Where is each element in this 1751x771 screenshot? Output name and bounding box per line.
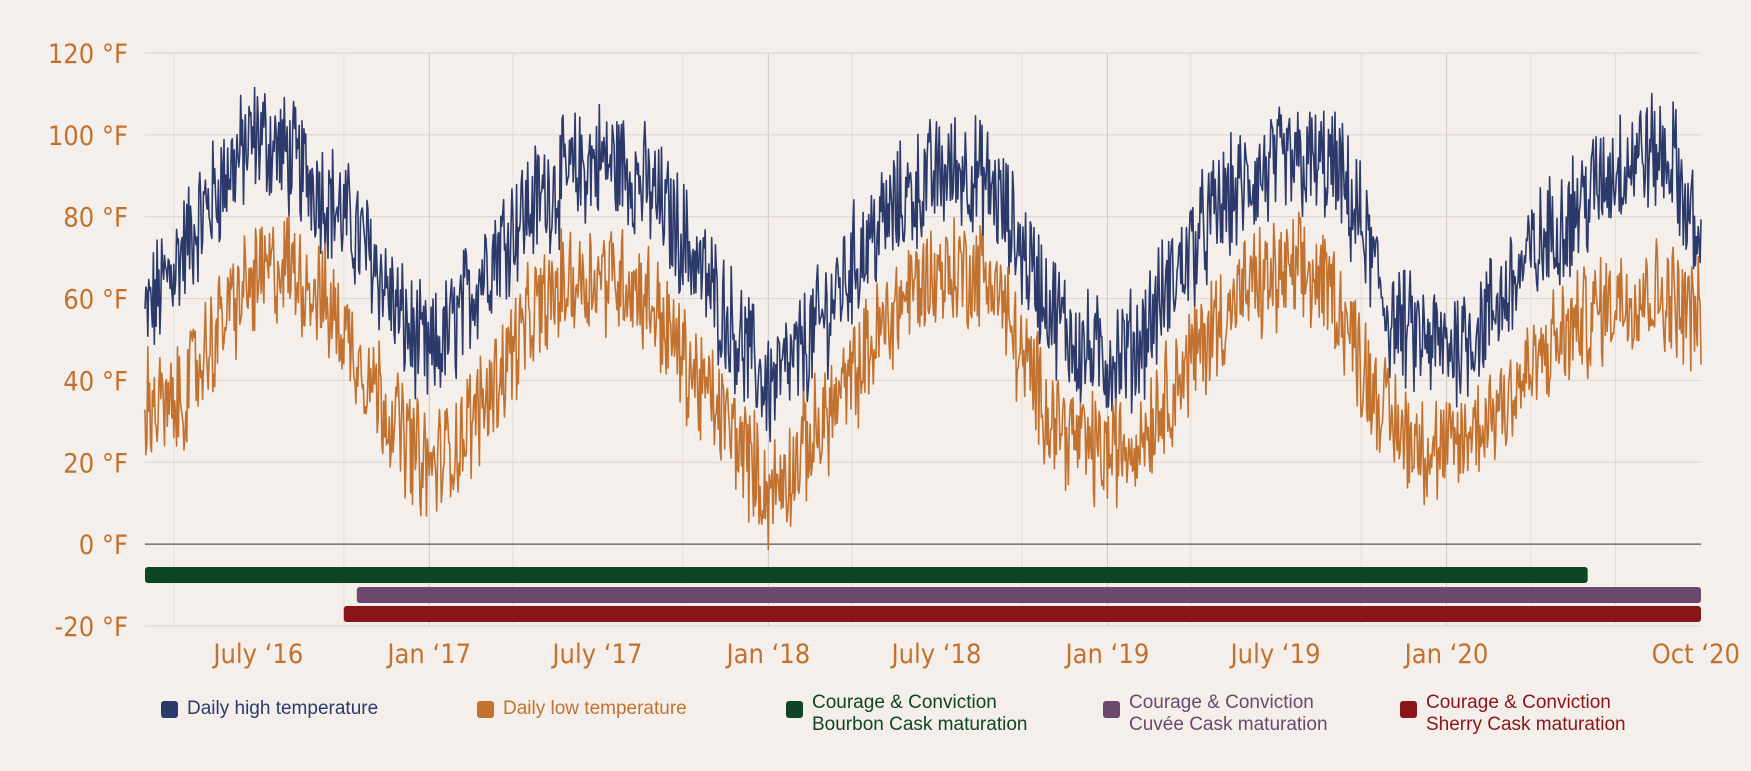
- legend-label-low: Daily low temperature: [503, 698, 687, 719]
- legend-item-low: Daily low temperature: [477, 690, 687, 720]
- legend-swatch-bourbon: [786, 701, 803, 718]
- x-axis: July ‘16 Jan ‘17 July ‘17 Jan ‘18 July ‘18 Ja…: [211, 639, 1740, 670]
- legend-swatch-low: [477, 701, 494, 718]
- legend-item-bourbon: Courage & Conviction Bourbon Cask matura…: [786, 690, 1027, 736]
- bar-bourbon: [145, 567, 1588, 583]
- x-tick-label: Oct ‘20: [1652, 639, 1740, 670]
- y-tick-label: 100 °F: [48, 121, 128, 152]
- legend-label-high: Daily high temperature: [187, 698, 379, 719]
- y-tick-label: 0 °F: [79, 530, 128, 561]
- y-tick-label: 40 °F: [63, 366, 128, 397]
- maturation-bars: [145, 567, 1702, 622]
- y-tick-label: 20 °F: [63, 448, 128, 479]
- y-axis: 120 °F 100 °F 80 °F 60 °F 40 °F 20 °F 0 °F -20 …: [48, 39, 128, 643]
- legend-label-sherry-1: Courage & Conviction: [1426, 692, 1611, 713]
- series-line-low: [144, 211, 1702, 551]
- bar-sherry: [343, 606, 1702, 622]
- legend-label-bourbon-1: Courage & Conviction: [812, 692, 997, 713]
- x-tick-label: Jan ‘17: [385, 639, 471, 670]
- x-tick-label: July ‘18: [889, 639, 981, 670]
- y-tick-label: 80 °F: [63, 203, 128, 234]
- legend-item-high: Daily high temperature: [161, 690, 378, 720]
- x-tick-label: July ‘16: [211, 639, 303, 670]
- legend-label-sherry-2: Sherry Cask maturation: [1426, 714, 1626, 735]
- legend-label-cuvee-2: Cuvée Cask maturation: [1129, 714, 1328, 735]
- x-tick-label: July ‘17: [550, 639, 642, 670]
- legend-label-bourbon-2: Bourbon Cask maturation: [812, 714, 1028, 735]
- temperature-chart: 120 °F 100 °F 80 °F 60 °F 40 °F 20 °F 0 °F -20 …: [48, 39, 1740, 670]
- x-tick-label: Jan ‘18: [724, 639, 810, 670]
- legend-item-sherry: Courage & Conviction Sherry Cask maturat…: [1400, 690, 1626, 736]
- bar-cuvee: [356, 587, 1702, 603]
- y-tick-label: 60 °F: [63, 285, 128, 316]
- x-tick-label: July ‘19: [1229, 639, 1321, 670]
- legend-item-cuvee: Courage & Conviction Cuvée Cask maturati…: [1103, 690, 1328, 736]
- series-line-high: [144, 86, 1702, 443]
- y-tick-label: -20 °F: [55, 612, 129, 643]
- legend-swatch-sherry: [1400, 701, 1417, 718]
- legend-swatch-high: [161, 701, 178, 718]
- x-tick-label: Jan ‘20: [1403, 639, 1489, 670]
- legend: Daily high temperature Daily low tempera…: [0, 690, 1751, 771]
- series-lines: [144, 86, 1702, 551]
- legend-label-cuvee-1: Courage & Conviction: [1129, 692, 1314, 713]
- x-tick-label: Jan ‘19: [1064, 639, 1150, 670]
- y-tick-label: 120 °F: [48, 39, 128, 70]
- legend-swatch-cuvee: [1103, 701, 1120, 718]
